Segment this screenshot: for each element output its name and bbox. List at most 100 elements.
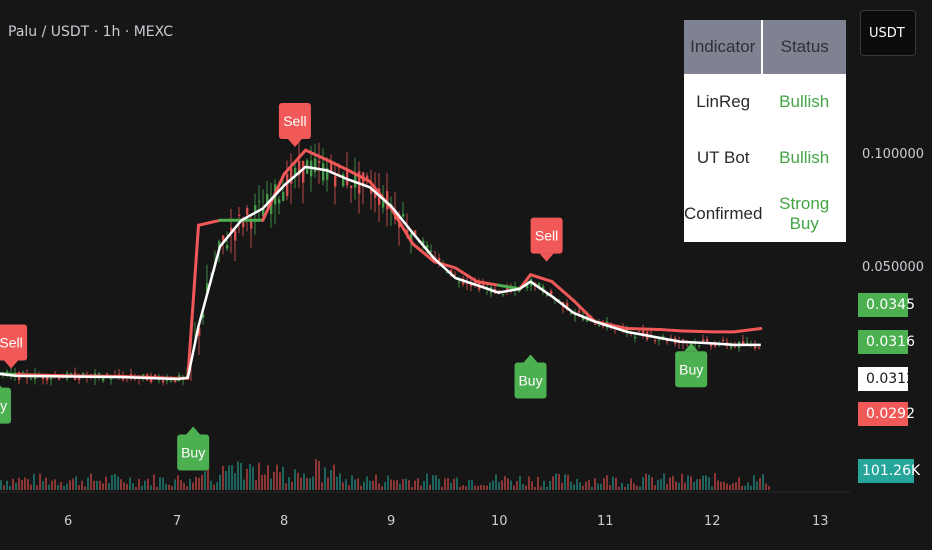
volume-bar	[543, 480, 545, 490]
volume-bar	[84, 486, 86, 490]
volume-bar	[342, 482, 344, 490]
candle-body	[570, 312, 573, 314]
volume-bar	[51, 480, 53, 490]
candle-body	[50, 377, 53, 380]
volume-bar	[381, 486, 383, 490]
volume-bar	[141, 485, 143, 490]
volume-bar	[522, 484, 524, 490]
volume-bar	[498, 481, 500, 490]
volume-bar	[126, 483, 128, 490]
volume-bar	[78, 485, 80, 490]
volume-bar	[132, 483, 134, 490]
volume-bar	[45, 477, 47, 490]
volume-bar	[474, 485, 476, 490]
volume-bar	[582, 485, 584, 490]
volume-bar	[267, 465, 269, 490]
ut-bot-stop-segment	[304, 148, 329, 162]
candle-body	[162, 380, 165, 383]
volume-bar	[546, 486, 548, 490]
volume-bar	[735, 482, 737, 490]
time-axis-label: 9	[387, 514, 396, 529]
time-axis-label: 12	[704, 514, 721, 529]
volume-bars	[0, 459, 770, 490]
sell-signal-box	[530, 217, 563, 254]
candle-body	[386, 191, 389, 210]
candle-body	[262, 208, 265, 217]
candle-body	[718, 344, 721, 346]
volume-bar	[129, 477, 131, 490]
volume-bar	[273, 471, 275, 490]
volume-bar	[456, 477, 458, 490]
ut-bot-stop-segment	[475, 280, 500, 287]
time-axis-label: 8	[280, 514, 289, 529]
candle-body	[406, 230, 409, 233]
volume-bar	[162, 477, 164, 490]
buy-signal-label: Buy	[518, 373, 542, 389]
volume-bar	[609, 485, 611, 490]
volume-bar	[159, 477, 161, 490]
volume-bar	[690, 476, 692, 490]
volume-bar	[612, 476, 614, 490]
ut-bot-stop-segment	[678, 329, 715, 334]
currency-selector-button[interactable]: USDT	[860, 10, 916, 56]
volume-bar	[669, 477, 671, 490]
candle-body	[438, 258, 441, 264]
candle-body	[202, 314, 205, 318]
indicator-status: Strong Buy	[779, 194, 830, 233]
volume-bar	[648, 474, 650, 490]
volume-bar	[765, 483, 767, 490]
volume-bar	[453, 478, 455, 490]
volume-bar	[30, 484, 32, 490]
volume-bar	[189, 479, 191, 490]
volume-bar	[240, 462, 242, 490]
candle-body	[294, 167, 297, 176]
candle-body	[730, 345, 733, 348]
volume-bar	[201, 474, 203, 490]
volume-bar	[753, 475, 755, 490]
candle-body	[594, 323, 597, 325]
volume-bar	[660, 478, 662, 490]
ut-bot-stop-segment	[657, 327, 682, 333]
volume-bar	[741, 486, 743, 490]
volume-bar	[492, 480, 494, 490]
candle-body	[558, 299, 561, 301]
candle-body	[642, 330, 645, 336]
volume-bar	[213, 484, 215, 490]
candle-body	[366, 175, 369, 180]
volume-bar	[114, 474, 116, 490]
volume-bar	[423, 480, 425, 490]
volume-bar	[117, 476, 119, 490]
volume-bar	[276, 464, 278, 490]
volume-bar	[336, 476, 338, 490]
volume-bar	[678, 482, 680, 490]
volume-bar	[597, 483, 599, 490]
candle-body	[430, 250, 433, 252]
volume-bar	[645, 473, 647, 490]
volume-bar	[696, 479, 698, 490]
volume-bar	[426, 473, 428, 490]
candle-body	[78, 377, 81, 380]
ticker-title[interactable]: Palu / USDT · 1h · MEXC	[8, 24, 173, 40]
ut-bot-stop-segment	[454, 266, 479, 284]
volume-bar	[171, 485, 173, 490]
volume-bar	[396, 480, 398, 490]
volume-bar	[477, 485, 479, 490]
volume-bar	[315, 459, 317, 490]
time-axis-label: 11	[597, 514, 614, 529]
candle-body	[598, 324, 601, 327]
candle-body	[278, 199, 281, 204]
candle-body	[218, 241, 221, 249]
volume-bar	[489, 482, 491, 490]
buy-signal-pointer	[0, 385, 3, 388]
volume-bar	[312, 476, 314, 490]
volume-bar	[54, 479, 56, 490]
volume-bar	[483, 485, 485, 490]
volume-bar	[657, 479, 659, 490]
candle-body	[342, 174, 345, 186]
volume-bar	[504, 476, 506, 490]
candle-body	[458, 281, 461, 283]
ut-bot-stop-segment	[282, 148, 308, 176]
candle-body	[322, 163, 325, 181]
candle-body	[638, 330, 641, 332]
